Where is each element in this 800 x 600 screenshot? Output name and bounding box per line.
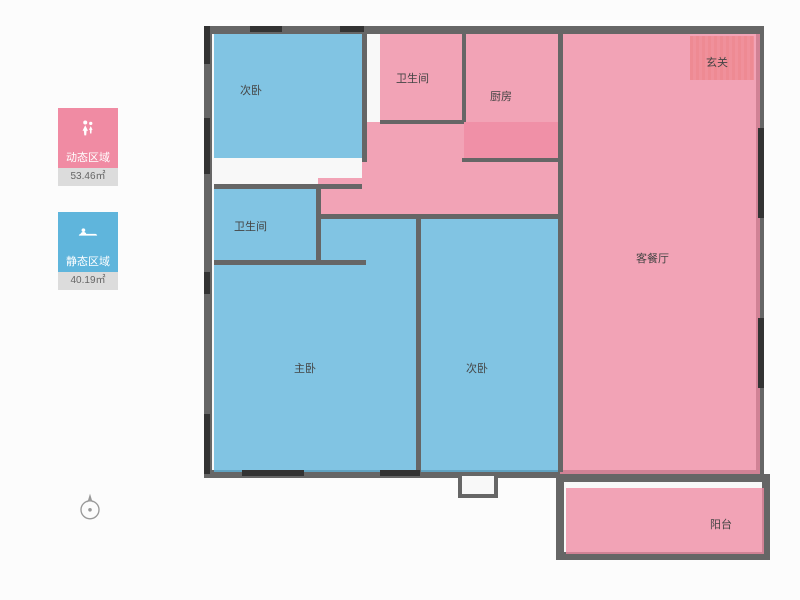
wall-mark [340, 26, 364, 32]
room-label-balcony: 阳台 [710, 516, 732, 532]
inner-wall [316, 188, 321, 262]
room-label-kitchen: 厨房 [490, 88, 512, 104]
legend-static-value: 40.19㎡ [58, 272, 118, 290]
inner-wall [214, 260, 366, 265]
wall-mark [380, 470, 420, 476]
legend-static: 静态区域 40.19㎡ [58, 212, 118, 290]
room-corridor_top [362, 122, 560, 178]
room-bedroom2_bot [420, 214, 560, 472]
room-bedroom2_top [214, 34, 362, 158]
inner-wall [462, 34, 466, 122]
wall-mark [758, 128, 764, 218]
room-hallway2 [318, 214, 420, 262]
room-label-bath2: 卫生间 [234, 218, 267, 234]
compass-icon [72, 490, 108, 531]
wall-mark [204, 414, 210, 474]
inner-wall [462, 158, 560, 162]
wall-mark [204, 272, 210, 294]
inner-wall [558, 214, 563, 472]
wall-mark [242, 470, 304, 476]
floorplan: 次卧卫生间厨房玄关客餐厅卫生间主卧次卧阳台 [200, 18, 780, 588]
wall-mark [204, 26, 210, 64]
inner-wall [558, 34, 563, 214]
inner-wall [380, 120, 464, 124]
legend-dynamic-title: 动态区域 [58, 148, 118, 168]
room-label-bath1: 卫生间 [396, 70, 429, 86]
room-balcony [566, 488, 764, 554]
inner-wall [416, 214, 421, 472]
room-master [214, 262, 418, 472]
legend-dynamic: 动态区域 53.46㎡ [58, 108, 118, 186]
balcony-notch [458, 476, 498, 498]
room-label-master: 主卧 [294, 360, 316, 376]
legend-static-title: 静态区域 [58, 252, 118, 272]
legend-dynamic-value: 53.46㎡ [58, 168, 118, 186]
legend: 动态区域 53.46㎡ 静态区域 40.19㎡ [58, 108, 118, 316]
room-label-bedroom2_bot: 次卧 [466, 360, 488, 376]
inner-wall [362, 34, 367, 162]
room-label-bedroom2_top: 次卧 [240, 82, 262, 98]
wall-mark [250, 26, 282, 32]
room-label-entrance: 玄关 [706, 54, 728, 70]
sleep-icon [58, 212, 118, 252]
inner-wall [214, 184, 362, 189]
wall-mark [758, 318, 764, 388]
people-icon [58, 108, 118, 148]
inner-wall [320, 214, 560, 219]
wall-mark [204, 118, 210, 174]
room-label-living: 客餐厅 [636, 250, 669, 266]
